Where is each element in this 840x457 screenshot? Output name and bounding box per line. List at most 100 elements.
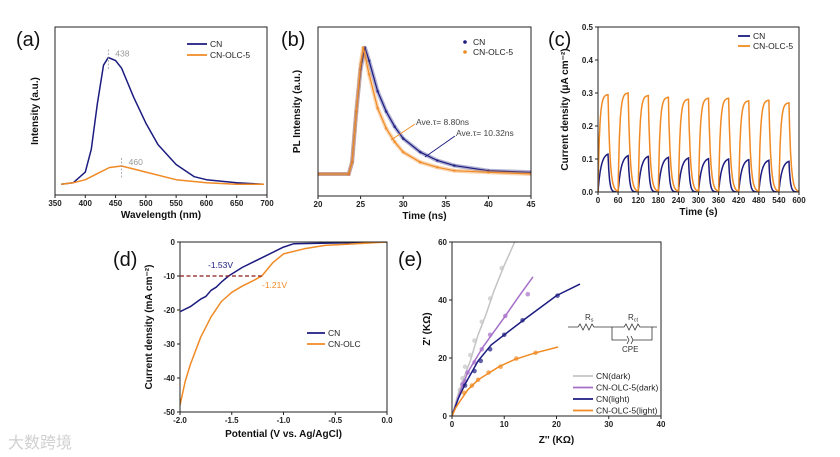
x-tick-label: 480 — [752, 196, 766, 205]
x-tick-label: -1.0 — [277, 416, 291, 425]
plot-frame — [597, 26, 800, 193]
data-point — [359, 62, 362, 66]
y-tick-label: -30 — [163, 340, 175, 349]
data-point — [487, 296, 493, 301]
data-point — [486, 370, 491, 375]
data-point — [452, 169, 456, 173]
x-tick-label: 600 — [200, 199, 214, 208]
x-tick-label: 60 — [614, 196, 623, 205]
x-tick-label: 540 — [772, 196, 786, 205]
x-tick-label: 45 — [527, 200, 536, 209]
panel-label: (b) — [281, 29, 305, 51]
data-point — [376, 106, 380, 110]
legend-label: CN — [473, 37, 485, 47]
x-axis-label: Wavelength (nm) — [121, 210, 201, 221]
data-point — [361, 45, 365, 49]
legend-label: CN-OLC-5 — [753, 41, 793, 51]
data-point — [467, 352, 473, 358]
rct-label: Rct — [628, 313, 639, 324]
data-point — [393, 125, 397, 129]
series-line-CN-OLC — [180, 242, 387, 406]
data-point — [435, 165, 439, 169]
peak-label: 460 — [129, 157, 143, 167]
data-point — [462, 383, 468, 388]
x-tick-label: 300 — [692, 196, 706, 205]
y-tick-label: 0.0 — [582, 188, 594, 197]
panel-b: (b) 20 25 30 35 40 45 Time (ns) PL Intensity (a.… — [281, 26, 536, 222]
legend-label: CN — [753, 31, 765, 41]
data-point — [479, 319, 485, 325]
y-tick-label: 0.4 — [582, 56, 594, 65]
x-tick-label: 120 — [632, 196, 646, 205]
onset-label-cn: -1.53V — [208, 260, 233, 270]
y-axis-label: Current density (μA cm⁻²) — [560, 48, 571, 170]
x-tick-label: 650 — [230, 199, 244, 208]
panel-d: (d) -2.0 -1.5 -1.0 -0.5 0.0 0 -10 -20 -30 -40 -50 Po… — [113, 238, 393, 440]
legend-label: CN-OLC-5(dark) — [596, 383, 659, 393]
y-tick-label: 40 — [438, 296, 447, 305]
data-point — [465, 370, 470, 375]
legend-marker — [463, 40, 467, 44]
rct-subscript: ct — [634, 318, 639, 324]
data-point — [376, 89, 380, 93]
x-axis-label: Time (s) — [679, 207, 717, 218]
plot-area — [452, 242, 581, 416]
panel-c: (c) 0 60 120 180 240 300 360 420 480 540 600 0.0 0.1 0… — [548, 23, 806, 218]
cpe-icon — [611, 327, 653, 345]
data-point — [384, 110, 388, 113]
x-tick-label: 450 — [109, 199, 123, 208]
data-point — [498, 364, 503, 370]
y-tick-label: 0 — [443, 412, 448, 421]
x-tick-label: 0.0 — [381, 416, 393, 425]
data-point — [479, 347, 485, 352]
legend-label: CN — [210, 39, 222, 49]
data-point — [487, 332, 493, 338]
peak-label: 438 — [115, 49, 129, 59]
data-point — [472, 360, 477, 365]
lifetime-label-olc: Ave.τ= 8.80ns — [416, 117, 469, 127]
data-point — [350, 160, 354, 164]
x-tick-label: 30 — [399, 200, 408, 209]
data-point — [418, 150, 422, 154]
legend-label: CN — [328, 328, 340, 338]
plot-frame — [317, 26, 532, 197]
series-line-CN-OLC-5 — [61, 165, 264, 186]
x-tick-label: -1.5 — [225, 416, 239, 425]
panel-a: (a) 350 400 450 500 550 600 650 700 Wavelength (n… — [16, 26, 274, 221]
panel-label: (a) — [16, 29, 40, 51]
series-line-CN — [598, 153, 799, 192]
data-point — [469, 383, 475, 388]
x-tick-label: 20 — [552, 420, 561, 429]
data-point — [418, 160, 422, 164]
series-fit-CN-OLC-5 — [318, 47, 531, 175]
data-point — [555, 293, 560, 298]
data-point — [520, 318, 525, 323]
legend-label: CN-OLC-5(light) — [596, 406, 658, 416]
data-point — [384, 126, 388, 130]
data-point — [487, 170, 490, 174]
y-tick-label: -50 — [163, 408, 175, 417]
legend-label: CN(light) — [596, 394, 630, 404]
data-point — [461, 390, 467, 396]
y-tick-label: 0.3 — [582, 89, 594, 98]
data-point — [462, 364, 468, 370]
data-point — [525, 291, 531, 297]
plot-area — [61, 56, 265, 186]
annotation-leader — [390, 123, 416, 141]
lifetime-label-cn: Ave.τ= 10.32ns — [456, 128, 514, 138]
series-line-CN — [61, 56, 265, 186]
x-tick-label: 35 — [441, 200, 450, 209]
x-tick-label: -2.0 — [173, 416, 187, 425]
y-axis-label: Intensity (a.u.) — [30, 77, 41, 145]
data-point — [472, 338, 477, 343]
data-point — [367, 72, 371, 76]
data-point — [478, 358, 484, 364]
x-tick-label: 30 — [604, 420, 613, 429]
y-tick-label: 20 — [438, 354, 447, 363]
y-tick-label: 0.1 — [582, 155, 594, 164]
x-tick-label: 40 — [657, 420, 666, 429]
data-point — [533, 350, 538, 356]
x-tick-label: 360 — [712, 196, 726, 205]
data-point — [499, 265, 504, 271]
